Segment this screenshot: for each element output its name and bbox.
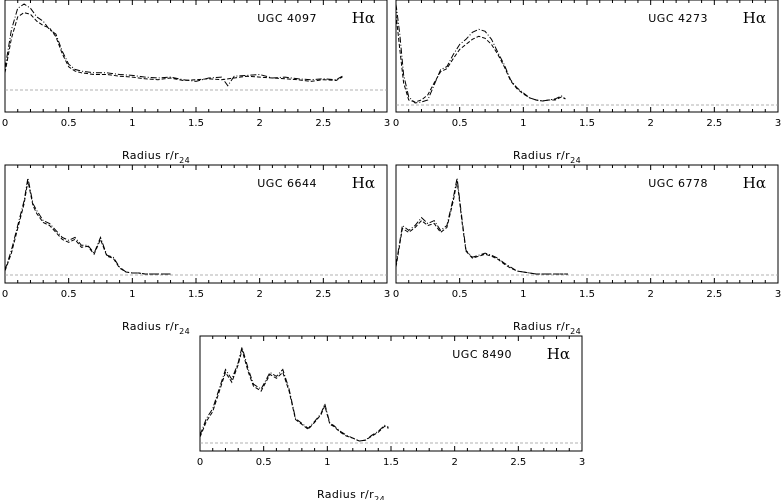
plot-frame	[4, 164, 388, 284]
band-label: Hα	[743, 174, 766, 192]
x-tick-label: 3	[384, 289, 390, 300]
x-tick-label: 2	[647, 118, 653, 129]
x-tick-label: 0.5	[61, 118, 77, 129]
plot-frame	[199, 335, 583, 452]
x-tick-label: 1.5	[383, 457, 399, 468]
x-tick-label: 1	[520, 118, 526, 129]
chart-panel-1: 0 0.5 1 1.5 2 2.5 3 UGC 4097 Hα Radius r/r24	[2, 0, 390, 165]
x-tick-label: 1	[520, 289, 526, 300]
x-axis-label-subscript: 24	[570, 156, 581, 165]
x-tick-label: 3	[775, 118, 781, 129]
profile-line-2	[395, 14, 566, 103]
x-axis-label: Radius r/r24	[513, 149, 581, 165]
galaxy-name: UGC 6778	[648, 177, 708, 190]
x-axis-label-subscript: 24	[374, 495, 385, 500]
x-axis-label: Radius r/r24	[317, 488, 385, 500]
band-label: Hα	[743, 9, 766, 27]
x-tick-label: 2	[256, 289, 262, 300]
band-label: Hα	[547, 345, 570, 363]
x-tick-label: 0.5	[452, 118, 468, 129]
chart-panel-3: 0 0.5 1 1.5 2 2.5 3 UGC 6644 Hα Radius r/r24	[2, 164, 390, 336]
x-tick-label: 0	[197, 457, 203, 468]
x-tick-label: 2.5	[315, 289, 331, 300]
x-tick-label: 0	[393, 289, 399, 300]
profile-line-2	[395, 180, 568, 275]
plot-frame	[4, 0, 388, 113]
x-tick-label: 2	[256, 118, 262, 129]
galaxy-name: UGC 8490	[452, 348, 512, 361]
x-tick-label: 1	[129, 289, 135, 300]
x-tick-label: 1.5	[579, 118, 595, 129]
plot-frame	[395, 0, 779, 113]
x-tick-label: 3	[775, 289, 781, 300]
x-tick-label: 0	[393, 118, 399, 129]
x-tick-label: 1	[129, 118, 135, 129]
x-tick-label: 2.5	[706, 118, 722, 129]
x-axis-label: Radius r/r24	[122, 149, 190, 165]
x-tick-label: 1.5	[579, 289, 595, 300]
x-axis-label: Radius r/r24	[513, 320, 581, 336]
x-tick-label: 2	[451, 457, 457, 468]
x-tick-label: 0.5	[61, 289, 77, 300]
x-axis-label-subscript: 24	[179, 327, 190, 336]
x-tick-label: 0	[2, 289, 8, 300]
x-tick-label: 2.5	[706, 289, 722, 300]
band-label: Hα	[352, 9, 375, 27]
profile-line-1	[395, 177, 568, 275]
x-axis-label: Radius r/r24	[122, 320, 190, 336]
profile-line-1	[4, 3, 343, 87]
x-axis-label-subscript: 24	[570, 327, 581, 336]
galaxy-name: UGC 4273	[648, 12, 708, 25]
chart-panel-4: 0 0.5 1 1.5 2 2.5 3 UGC 6778 Hα Radius r/r24	[393, 164, 781, 336]
x-tick-label: 0	[2, 118, 8, 129]
profile-line-1	[199, 345, 389, 442]
profile-line-2	[199, 347, 389, 442]
x-tick-label: 1	[324, 457, 330, 468]
x-tick-label: 3	[384, 118, 390, 129]
profile-line-2	[4, 180, 171, 275]
x-tick-label: 0.5	[452, 289, 468, 300]
x-tick-label: 2.5	[315, 118, 331, 129]
band-label: Hα	[352, 174, 375, 192]
x-axis-label-subscript: 24	[179, 156, 190, 165]
x-tick-label: 0.5	[256, 457, 272, 468]
plot-frame	[395, 164, 779, 284]
profile-line-2	[4, 12, 343, 82]
x-tick-label: 3	[579, 457, 585, 468]
galaxy-name: UGC 6644	[257, 177, 317, 190]
x-tick-label: 1.5	[188, 289, 204, 300]
x-tick-label: 1.5	[188, 118, 204, 129]
profile-line-1	[395, 3, 566, 104]
chart-panel-5: 0 0.5 1 1.5 2 2.5 3 UGC 8490 Hα Radius r/r24	[197, 335, 585, 500]
x-tick-label: 2.5	[510, 457, 526, 468]
x-tick-label: 2	[647, 289, 653, 300]
chart-panel-2: 0 0.5 1 1.5 2 2.5 3 UGC 4273 Hα Radius r/r24	[393, 0, 781, 165]
galaxy-name: UGC 4097	[257, 12, 317, 25]
